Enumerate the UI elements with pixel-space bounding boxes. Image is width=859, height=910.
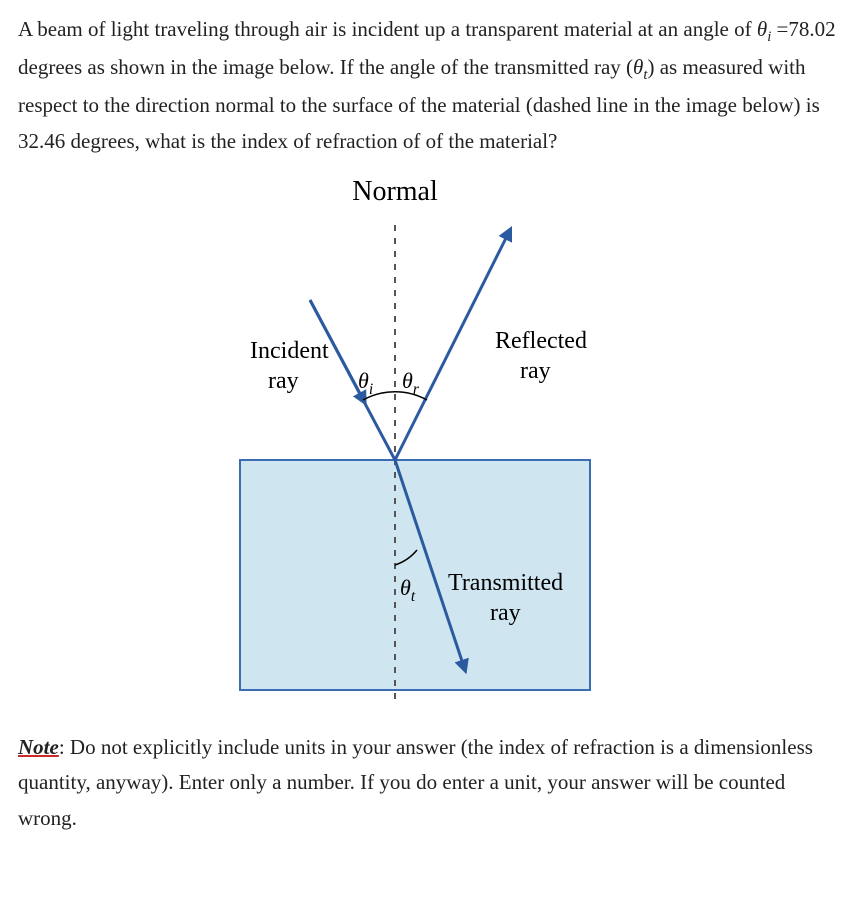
reflected-label-2: ray xyxy=(520,358,551,384)
incident-label-2: ray xyxy=(268,368,299,394)
note-label: Note xyxy=(18,735,59,759)
normal-label: Normal xyxy=(352,176,438,207)
angle-i-value: 78.02 xyxy=(788,17,835,41)
eq1: = xyxy=(771,17,788,41)
problem-text-4: degrees, what is the index of refraction… xyxy=(65,129,557,153)
theta-i-var: θ xyxy=(757,17,767,41)
incident-label-1: Incident xyxy=(250,338,329,364)
note-sep: : xyxy=(59,735,70,759)
problem-statement: A beam of light traveling through air is… xyxy=(18,12,841,160)
angle-t-value: 32.46 xyxy=(18,129,65,153)
reflected-label-1: Reflected xyxy=(495,328,587,354)
theta-t-var: θ xyxy=(633,55,643,79)
note-body: Do not explicitly include units in your … xyxy=(18,735,813,830)
reflected-ray xyxy=(395,230,510,460)
problem-text-1: A beam of light traveling through air is… xyxy=(18,17,757,41)
note-block: Note: Do not explicitly include units in… xyxy=(18,730,841,837)
refraction-diagram: Normal Incident ray Reflected ray Transmitted… xyxy=(180,170,680,700)
transmitted-label-1: Transmitted xyxy=(448,570,563,596)
transmitted-label-2: ray xyxy=(490,600,521,626)
problem-text-2: degrees as shown in the image below. If … xyxy=(18,55,633,79)
refraction-diagram-wrap: Normal Incident ray Reflected ray Transmitted… xyxy=(18,170,841,700)
